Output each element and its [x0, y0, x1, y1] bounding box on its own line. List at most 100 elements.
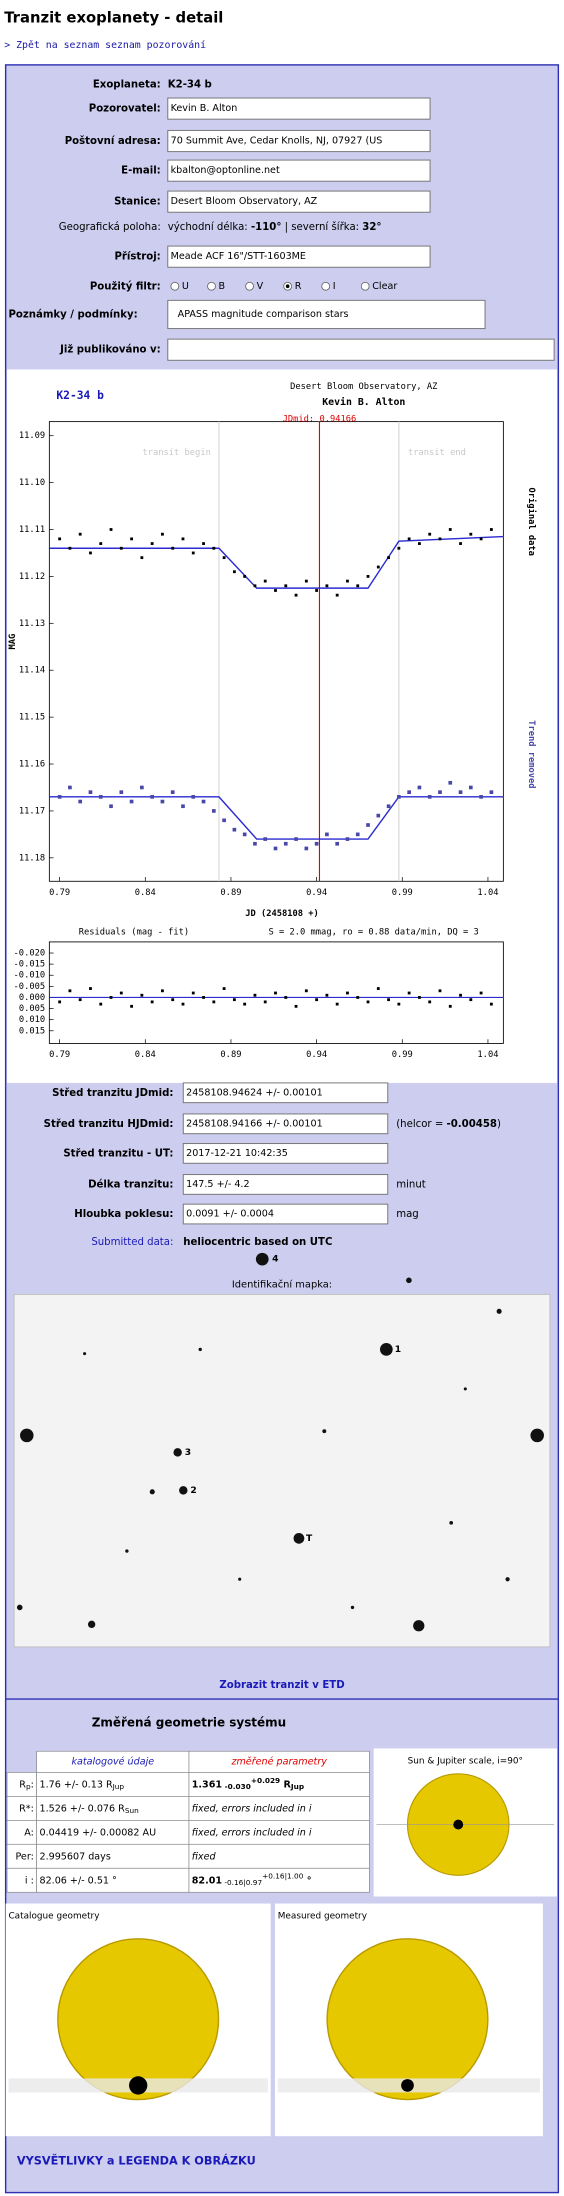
data-point — [171, 546, 175, 550]
chart-area — [7, 369, 557, 1083]
finder-map — [13, 1293, 551, 1648]
plot-frame — [48, 421, 504, 882]
table-text: A: — [24, 1827, 34, 1838]
data-point — [109, 804, 113, 809]
data-point — [427, 795, 432, 799]
data-point — [325, 832, 329, 837]
data-point — [356, 584, 360, 588]
data-point — [315, 998, 319, 1002]
radio[interactable] — [360, 281, 370, 291]
result-value: 2458108.94624 +/- 0.00101 — [186, 1087, 323, 1098]
observatory: Desert Bloom Observatory, AZ — [290, 382, 437, 392]
data-point — [346, 579, 349, 583]
data-point — [211, 809, 216, 813]
text-segment: A: — [24, 1827, 34, 1838]
input-box[interactable] — [167, 338, 555, 361]
field-label: Přístroj: — [114, 251, 160, 263]
data-point — [469, 998, 473, 1002]
data-point — [335, 593, 339, 597]
y-tick-label: 11.18 — [19, 853, 45, 863]
star — [496, 1308, 502, 1314]
text-segment: Sun — [125, 1806, 139, 1815]
submitted-link[interactable]: Submitted data: — [91, 1237, 173, 1248]
data-point — [386, 804, 391, 809]
table-text: Rp: — [19, 1779, 34, 1791]
result-label: Střed tranzitu - UT: — [63, 1147, 173, 1159]
value-part: východní délka: — [168, 221, 251, 233]
result-label: Střed tranzitu HJDmid: — [44, 1118, 174, 1130]
y-tick-label: 11.12 — [19, 572, 45, 582]
text-segment: R*: — [19, 1803, 34, 1814]
radio-label: B — [219, 281, 226, 292]
radio[interactable] — [321, 281, 331, 291]
radio[interactable] — [170, 281, 180, 291]
page-title: Tranzit exoplanety - detail — [4, 9, 223, 26]
input-value: Meade ACF 16"/STT-1603ME — [171, 251, 306, 262]
back-link[interactable]: > Zpět na seznam seznam pozorování — [4, 39, 206, 51]
data-point — [397, 795, 401, 799]
data-point — [263, 1000, 267, 1004]
data-point — [459, 542, 462, 545]
legend-link[interactable]: VYSVĚTLIVKY a LEGENDA K OBRÁZKU — [17, 2155, 256, 2168]
text-segment: +0.029 — [251, 1776, 280, 1785]
input-box[interactable] — [167, 190, 431, 213]
radio-label: Clear — [372, 281, 397, 292]
data-point — [68, 785, 72, 790]
jupiter — [453, 1819, 464, 1830]
result-box — [182, 1113, 389, 1135]
value-part: | severní šířka: — [281, 221, 362, 233]
radio[interactable] — [207, 281, 216, 291]
text-segment: 1.526 +/- 0.076 R — [39, 1803, 125, 1814]
data-point — [109, 528, 113, 531]
table-header: změřené parametry — [230, 1756, 327, 1767]
data-point — [58, 537, 62, 541]
data-point — [119, 991, 123, 995]
data-point — [130, 1004, 133, 1008]
star-label: 1 — [395, 1344, 401, 1355]
input-box[interactable] — [167, 299, 486, 330]
etd-link[interactable]: Zobrazit tranzit v ETD — [219, 1680, 344, 1691]
star — [406, 1277, 412, 1284]
data-point — [438, 790, 442, 794]
data-point — [129, 799, 134, 804]
y-tick-label: 11.11 — [19, 525, 45, 535]
x-tick-label: 0.99 — [392, 1050, 413, 1060]
result-value: 147.5 +/- 4.2 — [186, 1179, 249, 1190]
x-tick-label: 1.04 — [477, 888, 498, 898]
panel-title: Measured geometry — [278, 1912, 367, 1922]
data-point — [314, 841, 319, 846]
data-point — [89, 987, 92, 990]
data-point — [140, 993, 144, 997]
y-tick-label: 11.10 — [19, 478, 45, 488]
data-point — [191, 551, 195, 555]
series-label: Trend removed — [526, 720, 536, 788]
input-box[interactable] — [167, 245, 431, 268]
data-point — [304, 579, 308, 583]
input-box[interactable] — [167, 159, 431, 182]
star-label: T — [306, 1533, 313, 1544]
input-box[interactable] — [167, 129, 431, 153]
result-value: 0.0091 +/- 0.0004 — [186, 1209, 274, 1220]
field-label: Exoplaneta: — [93, 80, 161, 91]
data-point — [212, 546, 216, 550]
text-segment: p — [26, 1782, 31, 1791]
field-label: Geografická poloha: — [59, 221, 161, 233]
transit-end-label: transit end — [408, 448, 466, 458]
data-point — [140, 556, 144, 560]
result-label: Hloubka poklesu: — [74, 1209, 173, 1220]
chart-stats: S = 2.0 mmag, ro = 0.88 data/min, DQ = 3 — [268, 928, 478, 938]
radio[interactable] — [245, 281, 254, 291]
x-tick-label: 0.94 — [306, 1050, 327, 1060]
y-tick-label: 11.09 — [19, 431, 45, 441]
data-point — [161, 989, 164, 993]
x-tick-label: 0.94 — [306, 888, 327, 898]
field-label: Použitý filtr: — [90, 280, 161, 292]
input-box[interactable] — [167, 97, 431, 120]
data-point — [88, 790, 93, 794]
data-point — [181, 1002, 185, 1006]
x-tick-label: 0.79 — [49, 888, 70, 898]
text-segment: fixed — [192, 1851, 217, 1862]
radio-label: V — [257, 281, 264, 292]
y-tick-label: 0.000 — [19, 993, 45, 1003]
